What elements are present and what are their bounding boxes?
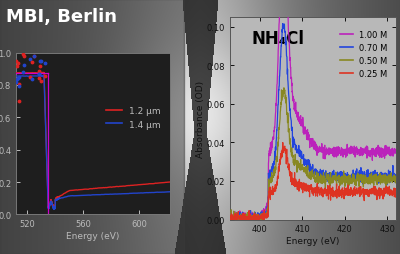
Point — [21, 55, 28, 59]
Point — [27, 58, 34, 62]
Point — [16, 85, 22, 89]
Point — [31, 55, 37, 59]
Point — [35, 70, 42, 74]
Point — [13, 81, 20, 85]
Legend: 1.2 μm, 1.4 μm: 1.2 μm, 1.4 μm — [104, 105, 162, 131]
Text: NH₄Cl: NH₄Cl — [252, 30, 304, 48]
Point — [31, 55, 37, 59]
Y-axis label: Absorbance (OD): Absorbance (OD) — [196, 80, 205, 157]
Point — [38, 59, 44, 64]
Point — [38, 80, 44, 84]
Text: MBI, Berlin: MBI, Berlin — [6, 8, 117, 26]
Point — [16, 82, 22, 86]
Point — [16, 75, 22, 80]
Point — [41, 75, 48, 79]
X-axis label: Energy (eV): Energy (eV) — [286, 236, 340, 245]
Point — [27, 75, 34, 80]
Point — [37, 60, 43, 64]
Point — [14, 76, 21, 81]
Point — [14, 65, 20, 69]
Point — [36, 72, 42, 76]
X-axis label: Energy (eV): Energy (eV) — [66, 231, 120, 240]
Point — [20, 53, 26, 57]
Point — [14, 61, 21, 66]
Bar — [0, 0, 184, 254]
Point — [28, 61, 35, 65]
Point — [36, 77, 42, 81]
Point — [37, 65, 43, 69]
Point — [35, 72, 42, 76]
Point — [41, 62, 48, 66]
Point — [28, 77, 35, 81]
Point — [21, 64, 28, 68]
Point — [16, 100, 22, 104]
Point — [14, 78, 20, 82]
Legend: 1.00 M, 0.70 M, 0.50 M, 0.25 M: 1.00 M, 0.70 M, 0.50 M, 0.25 M — [338, 28, 390, 81]
Point — [13, 60, 20, 64]
Point — [20, 71, 26, 75]
